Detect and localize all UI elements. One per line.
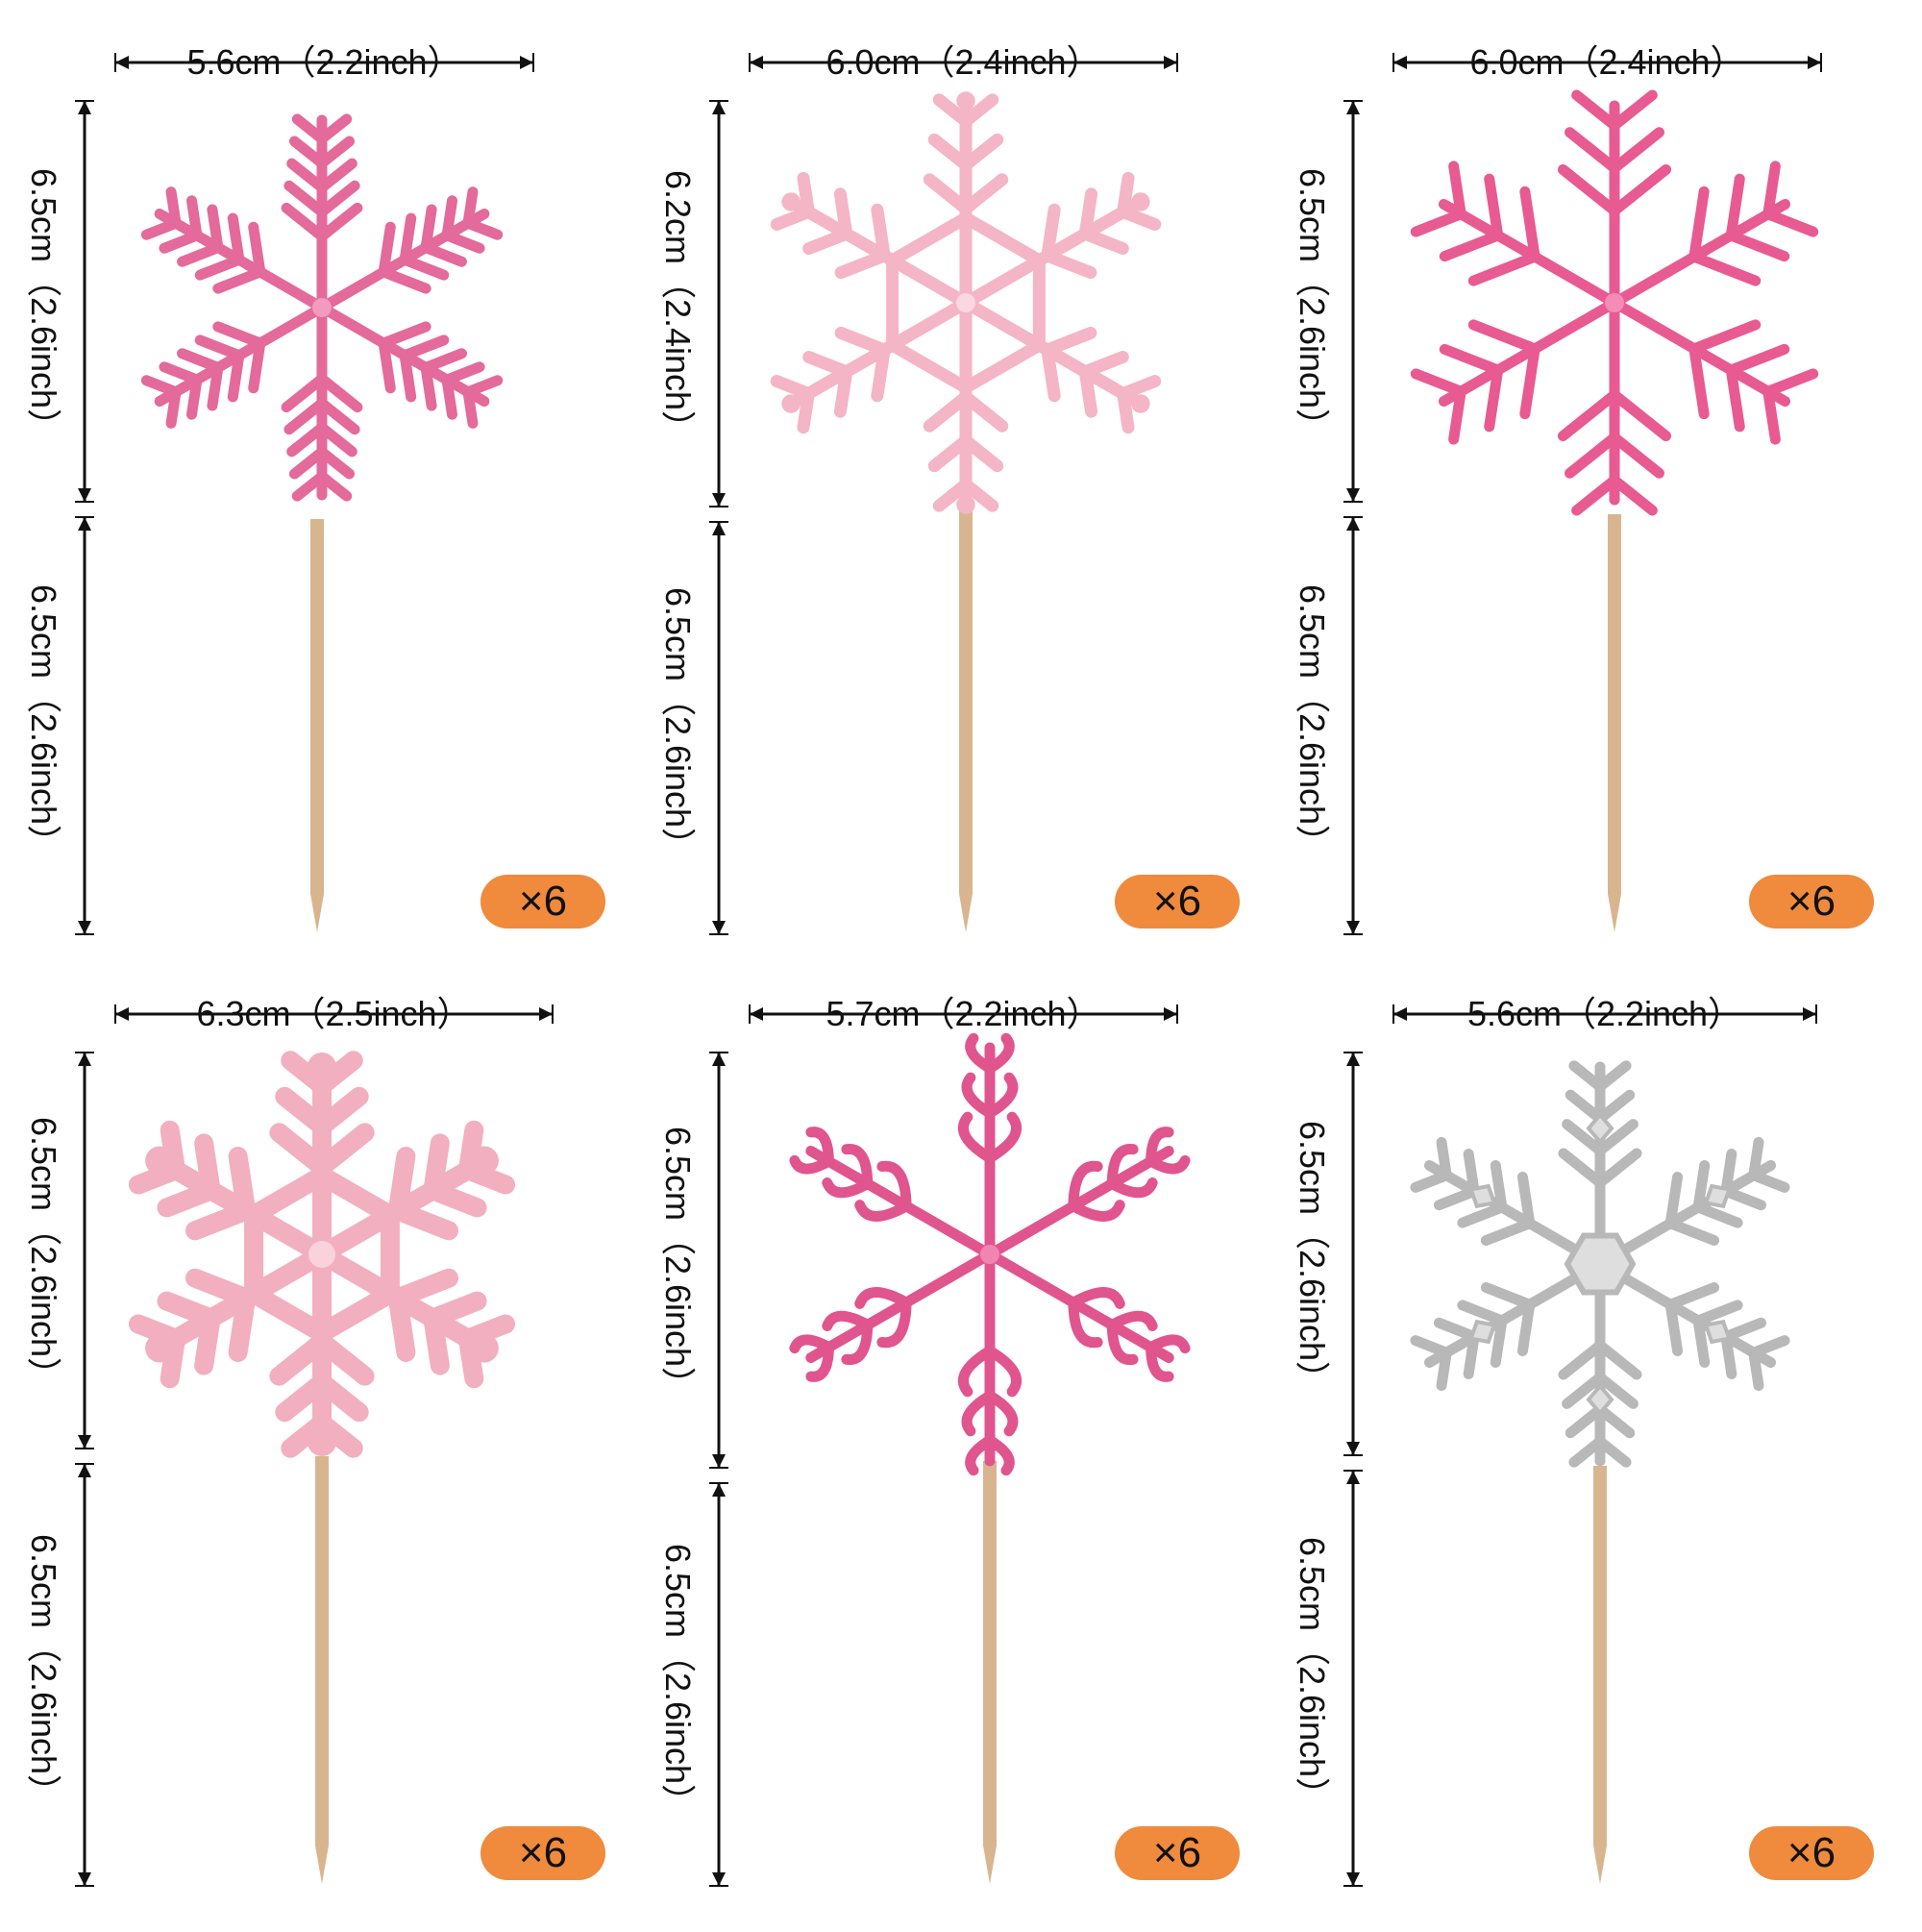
topper-illustration bbox=[75, 1004, 554, 1887]
top-height-dimension-arrow bbox=[75, 100, 94, 503]
topper-illustration bbox=[1343, 1004, 1817, 1887]
stick-height-label: 6.5cm（2.6inch） bbox=[658, 586, 698, 862]
topper-card-5: 5.7cm（2.2inch） 6.5cm（2.6inch） 6.5cm（2.6i… bbox=[653, 971, 1288, 1932]
snowflake-icon bbox=[1410, 89, 1819, 516]
snowflake-icon bbox=[1410, 1060, 1790, 1468]
topper-card-3: 6.0cm（2.4inch） 6.5cm（2.6inch） 6.5cm（2.6i… bbox=[1288, 19, 1922, 980]
toothpick-stick bbox=[1608, 514, 1621, 932]
stick-height-dimension-arrow bbox=[1343, 516, 1363, 935]
top-height-dimension-arrow bbox=[1343, 1052, 1363, 1456]
topper-illustration bbox=[709, 53, 1178, 935]
width-dimension-arrow bbox=[114, 53, 534, 72]
width-label: 5.7cm（2.2inch） bbox=[825, 994, 1101, 1033]
toothpick-stick bbox=[959, 509, 973, 932]
toothpick-stick bbox=[1593, 1466, 1607, 1884]
top-height-label: 6.5cm（2.6inch） bbox=[24, 167, 63, 443]
width-label: 6.0cm（2.4inch） bbox=[1469, 42, 1745, 82]
top-height-dimension-arrow bbox=[75, 1052, 94, 1449]
top-height-label: 6.5cm（2.6inch） bbox=[1293, 167, 1332, 443]
snowflake-icon bbox=[140, 113, 504, 502]
top-height-dimension-arrow bbox=[709, 100, 728, 508]
toothpick-stick bbox=[983, 1461, 997, 1884]
stick-height-label: 6.5cm（2.6inch） bbox=[24, 1533, 63, 1809]
top-height-label: 6.5cm（2.6inch） bbox=[1293, 1120, 1332, 1396]
stick-height-dimension-arrow bbox=[75, 1463, 94, 1887]
top-height-label: 6.2cm（2.4inch） bbox=[658, 169, 698, 446]
stick-height-dimension-arrow bbox=[709, 521, 728, 935]
quantity-badge: ×6 bbox=[480, 875, 605, 929]
topper-card-4: 6.3cm（2.5inch） 6.5cm（2.6inch） 6.5cm（2.6i… bbox=[19, 971, 653, 1932]
width-dimension-arrow bbox=[1392, 1004, 1817, 1024]
toothpick-stick bbox=[310, 519, 324, 932]
top-height-label: 6.5cm（2.6inch） bbox=[658, 1126, 698, 1402]
stick-height-label: 6.5cm（2.6inch） bbox=[1293, 1536, 1332, 1813]
topper-illustration bbox=[75, 53, 534, 935]
quantity-badge: ×6 bbox=[1749, 1826, 1874, 1880]
stick-height-dimension-arrow bbox=[75, 516, 94, 935]
width-dimension-arrow bbox=[1392, 53, 1822, 72]
snowflake-icon bbox=[770, 91, 1162, 514]
stick-height-label: 6.5cm（2.6inch） bbox=[658, 1543, 698, 1819]
topper-card-2: 6.0cm（2.4inch） 6.2cm（2.4inch） 6.5cm（2.6i… bbox=[653, 19, 1288, 980]
width-label: 6.0cm（2.4inch） bbox=[825, 42, 1101, 82]
width-dimension-arrow bbox=[114, 1004, 554, 1024]
width-label: 5.6cm（2.2inch） bbox=[1466, 994, 1743, 1033]
top-height-label: 6.5cm（2.6inch） bbox=[24, 1116, 63, 1393]
stick-height-dimension-arrow bbox=[1343, 1470, 1363, 1887]
snowflake-icon bbox=[789, 1032, 1191, 1476]
quantity-badge: ×6 bbox=[1115, 875, 1240, 929]
stick-height-label: 6.5cm（2.6inch） bbox=[24, 583, 63, 860]
width-dimension-arrow bbox=[749, 1004, 1178, 1024]
stick-height-label: 6.5cm（2.6inch） bbox=[1293, 583, 1332, 860]
stick-height-dimension-arrow bbox=[709, 1482, 728, 1887]
quantity-badge: ×6 bbox=[480, 1826, 605, 1880]
width-dimension-arrow bbox=[749, 53, 1178, 72]
topper-card-6: 5.6cm（2.2inch） 6.5cm（2.6inch） 6.5cm（2.6i… bbox=[1288, 971, 1922, 1932]
toothpick-stick bbox=[315, 1456, 329, 1884]
quantity-badge: ×6 bbox=[1749, 875, 1874, 929]
top-height-dimension-arrow bbox=[709, 1052, 728, 1469]
width-label: 5.6cm（2.2inch） bbox=[186, 42, 462, 82]
topper-card-1: 5.6cm（2.2inch） 6.5cm（2.6inch） 6.5cm（2.6i… bbox=[19, 19, 653, 980]
topper-illustration bbox=[1343, 53, 1822, 935]
width-label: 6.3cm（2.5inch） bbox=[196, 994, 472, 1033]
snowflake-icon bbox=[128, 1051, 516, 1458]
quantity-badge: ×6 bbox=[1115, 1826, 1240, 1880]
topper-illustration bbox=[709, 1004, 1191, 1887]
top-height-dimension-arrow bbox=[1343, 100, 1363, 503]
